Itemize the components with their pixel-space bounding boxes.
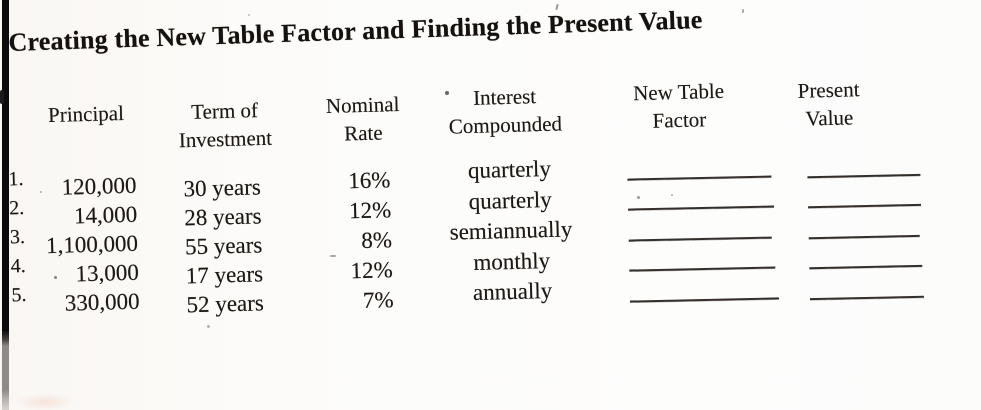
column-header-interest-compounded: Interest Compounded xyxy=(437,81,573,141)
principal-column: 120,000 14,000 1,100,000 13,000 330,000 xyxy=(36,171,140,319)
principal-value: 120,000 xyxy=(61,172,137,200)
row-number: 3. xyxy=(9,225,26,249)
header-line: Interest xyxy=(472,84,537,110)
blank-line-present-value xyxy=(809,264,923,270)
scan-speck xyxy=(445,91,449,95)
book-spine-edge-bar xyxy=(2,0,9,410)
present-value-answer-column xyxy=(807,173,924,328)
column-header-principal: Principal xyxy=(42,99,131,129)
blank-line-new-table-factor xyxy=(627,175,772,181)
principal-value: 1,100,000 xyxy=(45,230,139,259)
rate-value: 12% xyxy=(350,257,394,284)
column-header-new-table-factor: New Table Factor xyxy=(622,76,736,135)
header-line: Term of xyxy=(190,98,259,124)
scan-speck xyxy=(248,14,250,16)
new-table-factor-answer-column xyxy=(627,175,779,330)
compounded-value: annually xyxy=(472,277,553,306)
nominal-rate-column: 16% 12% 8% 12% 7% xyxy=(328,165,394,317)
scan-edge-mark xyxy=(0,90,4,104)
scan-speck xyxy=(671,194,673,196)
term-value: 52 years xyxy=(186,290,265,318)
blank-line-present-value xyxy=(808,204,922,209)
compounded-value: semiannually xyxy=(449,216,573,245)
interest-compounded-column: quarterly quarterly semiannually monthly… xyxy=(436,153,586,309)
term-value: 55 years xyxy=(184,232,263,260)
column-header-nominal-rate: Nominal Rate xyxy=(316,90,410,149)
compounded-value: monthly xyxy=(473,247,551,275)
header-line: New Table xyxy=(632,78,725,106)
blank-line-present-value xyxy=(807,173,921,179)
rate-value: 12% xyxy=(348,197,392,224)
header-line: Present xyxy=(797,77,860,103)
scan-speck xyxy=(40,191,42,193)
scan-speck xyxy=(330,255,336,257)
blank-line-new-table-factor xyxy=(629,296,779,303)
compounded-value: quarterly xyxy=(467,155,552,184)
term-value: 17 years xyxy=(185,261,264,289)
worksheet-title: Creating the New Table Factor and Findin… xyxy=(8,4,703,57)
rate-value: 7% xyxy=(362,287,394,313)
header-line: Nominal xyxy=(325,91,400,119)
column-header-term-of-investment: Term of Investment xyxy=(162,95,288,154)
term-value: 30 years xyxy=(183,174,262,202)
compounded-value: quarterly xyxy=(468,186,552,214)
term-of-investment-column: 30 years 28 years 55 years 17 years 52 y… xyxy=(183,172,291,320)
blank-line-new-table-factor xyxy=(628,205,775,211)
header-line: Factor xyxy=(652,107,707,133)
scan-smudge xyxy=(18,394,72,410)
principal-value: 13,000 xyxy=(75,259,140,287)
header-line: Value xyxy=(805,105,854,131)
blank-line-present-value xyxy=(808,234,920,239)
row-number: 2. xyxy=(8,196,25,220)
row-number: 1. xyxy=(8,167,24,191)
header-line: Rate xyxy=(343,120,383,146)
scan-speck xyxy=(637,196,640,199)
column-header-present-value: Present Value xyxy=(788,75,870,133)
blank-line-present-value xyxy=(809,295,924,300)
scan-speck xyxy=(54,276,57,279)
header-line: Investment xyxy=(178,125,273,153)
row-number: 4. xyxy=(10,254,27,278)
scan-speck xyxy=(742,9,744,13)
scan-speck xyxy=(207,325,210,328)
row-number-column: 1. 2. 3. 4. 5. xyxy=(8,165,38,311)
header-line: Compounded xyxy=(448,111,563,139)
blank-line-new-table-factor xyxy=(629,266,776,272)
principal-value: 330,000 xyxy=(64,288,140,316)
row-number: 5. xyxy=(11,283,27,307)
header-line: Principal xyxy=(47,100,125,128)
rate-value: 16% xyxy=(347,167,391,194)
principal-value: 14,000 xyxy=(73,201,138,229)
term-value: 28 years xyxy=(183,203,262,231)
rate-value: 8% xyxy=(360,227,393,253)
blank-line-new-table-factor xyxy=(628,236,772,242)
